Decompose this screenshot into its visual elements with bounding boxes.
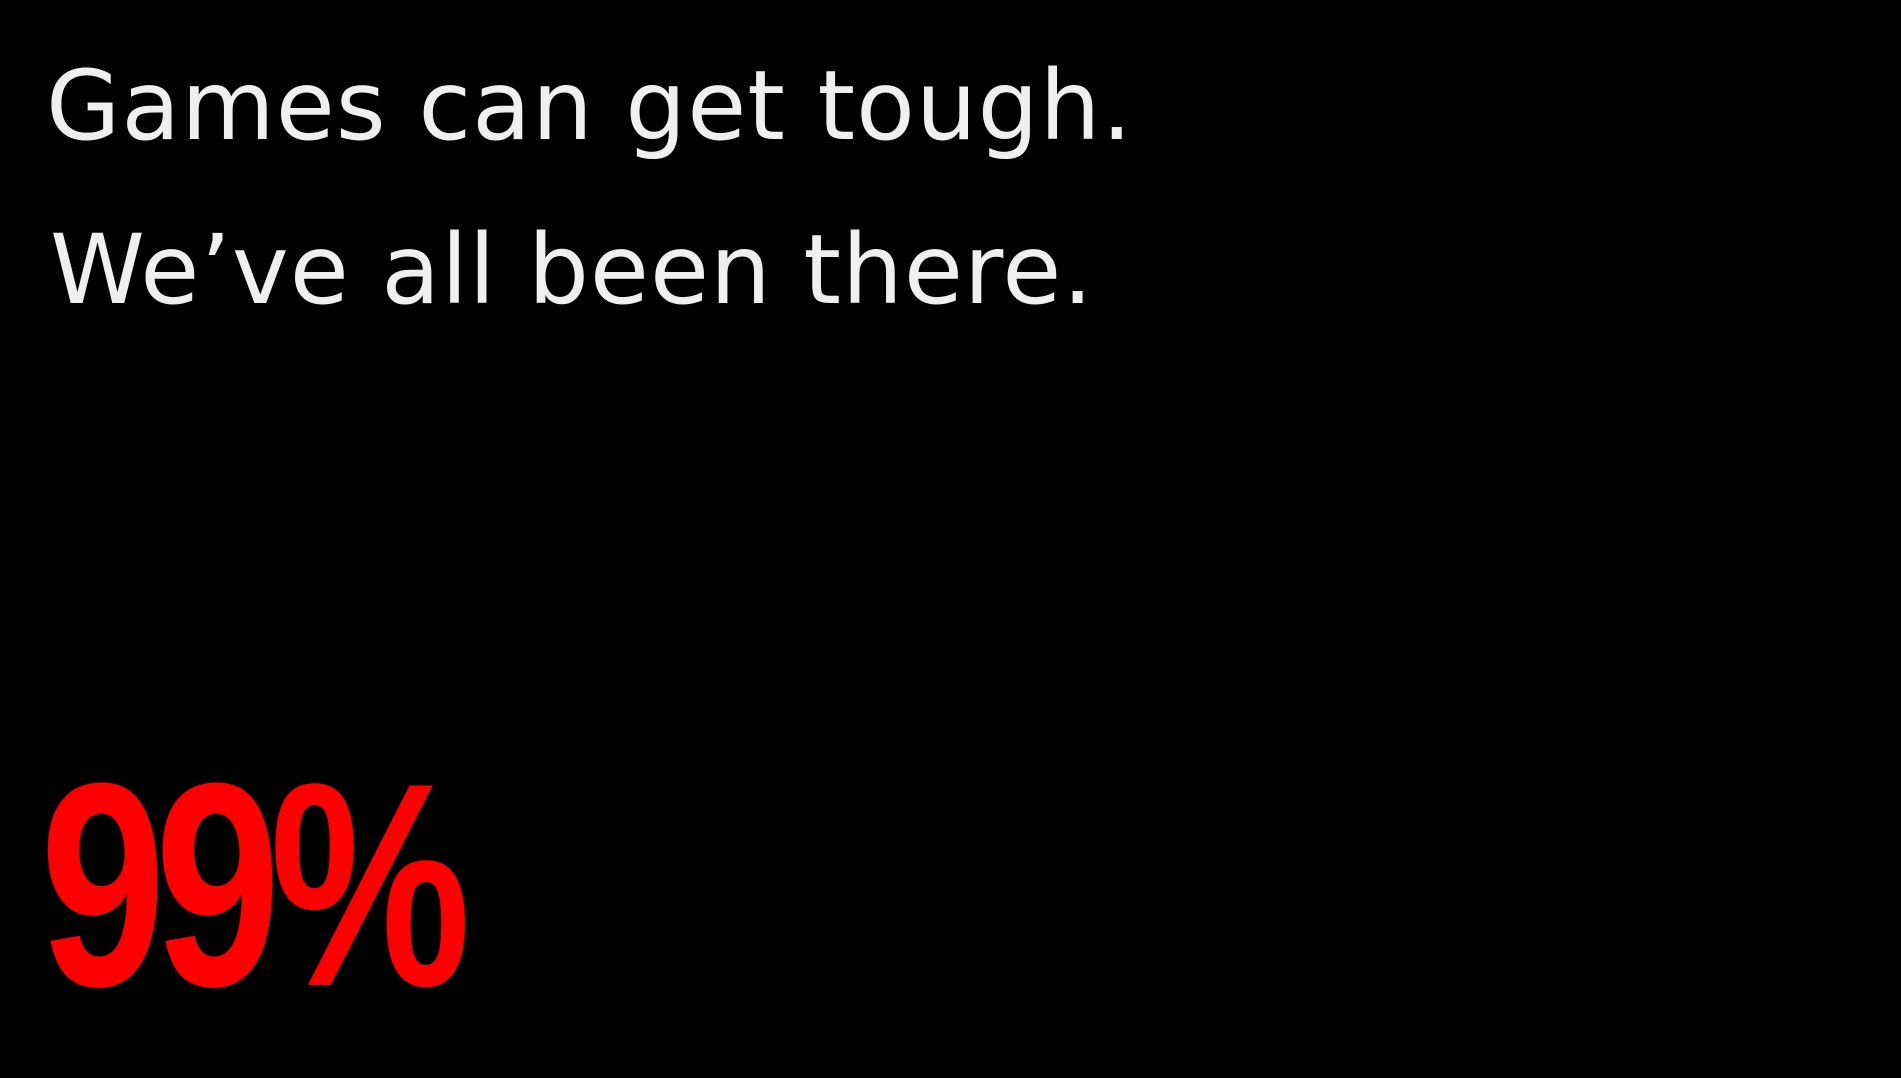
percentage-stat: 99% (40, 723, 471, 1047)
headline-line-1: Games can get tough. (46, 50, 1133, 162)
headline-line-2: We’ve all been there. (50, 214, 1094, 326)
